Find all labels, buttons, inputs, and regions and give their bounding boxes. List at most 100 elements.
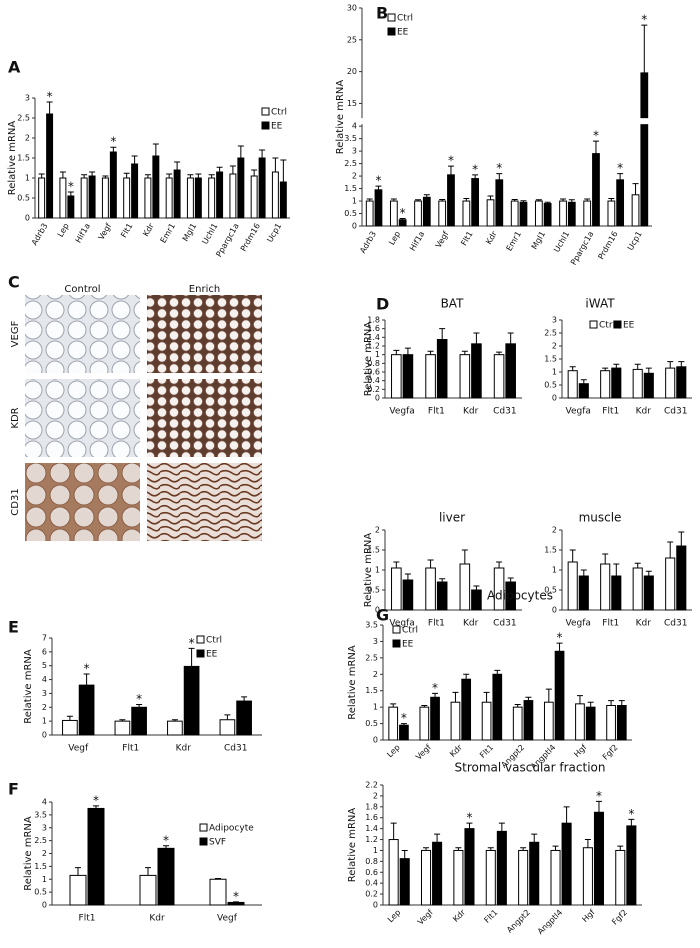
bar [157,847,175,906]
y-tick-label: 4 [42,675,47,684]
y-tick-label: 3 [552,316,557,325]
panel-label: C [8,273,20,292]
bar [600,370,611,399]
bar [559,200,567,227]
y-tick-label: 2.5 [17,114,30,123]
error-bar [461,549,468,564]
bar [425,567,436,611]
y-tick-label: 2 [375,526,380,535]
y-tick-label: 1 [42,717,47,726]
error-bar [404,347,411,355]
y-tick-label: 2.5 [544,329,557,338]
error-bar [560,198,567,202]
error-bar [390,822,397,840]
x-tick-label: Ppargc1a [569,230,596,267]
error-bar [259,149,266,158]
legend-swatch [613,320,622,329]
legend-label: EE [206,650,218,660]
error-bar [163,845,169,849]
error-bar [487,847,494,851]
bar [165,177,173,219]
bar [471,178,480,227]
error-bar [507,332,514,344]
y-tick-label: 0.2 [367,385,380,394]
significance-mark: * [641,13,647,27]
bar [585,706,596,741]
legend-swatch [261,121,270,130]
error-bar [544,201,551,204]
x-tick-label: Flt1 [602,619,619,629]
bar [374,189,383,227]
error-bar [498,822,505,832]
error-bar [401,849,408,859]
y-tick-label: 3.5 [34,810,47,819]
error-bar [46,101,53,114]
y-tick-label: 3 [42,689,47,698]
y-tick-label: 3 [373,637,378,646]
bar [88,175,96,219]
y-tick-label: 0.5 [344,209,357,218]
x-tick-label: Lep [56,222,71,239]
legend-swatch [392,639,401,648]
error-bar [602,553,609,564]
bar [425,354,436,399]
bar [69,874,87,906]
bar [471,589,482,611]
error-bar [136,704,143,708]
micrograph [25,379,140,457]
y-tick-label: 0 [373,736,378,745]
bar [505,343,516,399]
error-bar [423,194,430,198]
x-tick-label: Prdm16 [239,222,262,253]
error-bar [511,199,518,202]
y-tick-label: 2 [42,703,47,712]
chart-title: Stromal vascular fraction [455,761,606,775]
bar [496,830,507,906]
y-tick-label: 0.8 [365,857,378,866]
x-tick-label: Cd31 [493,407,516,417]
error-bar [187,174,194,178]
error-bar [602,367,609,371]
error-bar [525,696,532,701]
legend-label: Adipocyte [209,824,254,834]
y-tick-label: 1.5 [367,546,380,555]
bar [631,194,640,227]
bar [419,706,430,741]
significance-mark: * [432,681,438,695]
legend-swatch [387,27,396,36]
legend-swatch [199,837,208,846]
error-bar [608,198,615,202]
y-tick-label: 3 [352,147,357,156]
x-tick-label: Mgl1 [530,230,547,251]
y-tick-label: 3 [42,823,47,832]
bar [67,195,75,219]
bar [606,705,616,741]
y-tick-label: 0 [552,606,557,615]
legend-swatch [589,320,598,329]
x-tick-label: Emr1 [505,230,523,253]
y-tick-label: 30 [347,4,357,13]
bar [389,200,398,227]
panel-label: G [376,606,389,625]
error-bar [569,366,576,371]
row-label: CD31 [10,488,21,515]
micrograph [147,463,262,541]
error-bar [507,577,514,582]
error-bar [569,549,576,562]
error-bar [678,361,685,367]
error-bar [174,161,181,170]
legend-label: EE [623,321,635,331]
error-bar [580,379,587,384]
error-bar [208,174,215,178]
bar [615,849,626,906]
legend-label: Ctrl [599,321,615,331]
panel-label: A [8,58,21,77]
bar [46,113,54,219]
x-tick-label: Vegf [97,222,114,242]
bar [665,367,676,399]
error-bar [632,183,639,195]
y-tick-label: 25 [347,35,357,44]
error-bar [576,695,583,704]
y-tick-label: 1 [552,566,557,575]
